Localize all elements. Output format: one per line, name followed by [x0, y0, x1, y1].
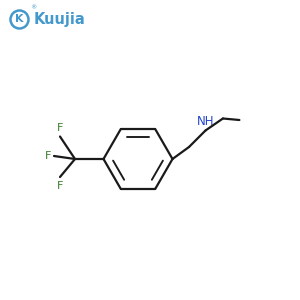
Text: F: F: [57, 123, 63, 133]
Text: F: F: [45, 151, 52, 161]
Text: Kuujia: Kuujia: [34, 12, 86, 27]
Text: NH: NH: [197, 115, 215, 128]
Text: K: K: [15, 14, 24, 25]
Text: F: F: [57, 181, 63, 190]
Text: ®: ®: [30, 5, 36, 10]
